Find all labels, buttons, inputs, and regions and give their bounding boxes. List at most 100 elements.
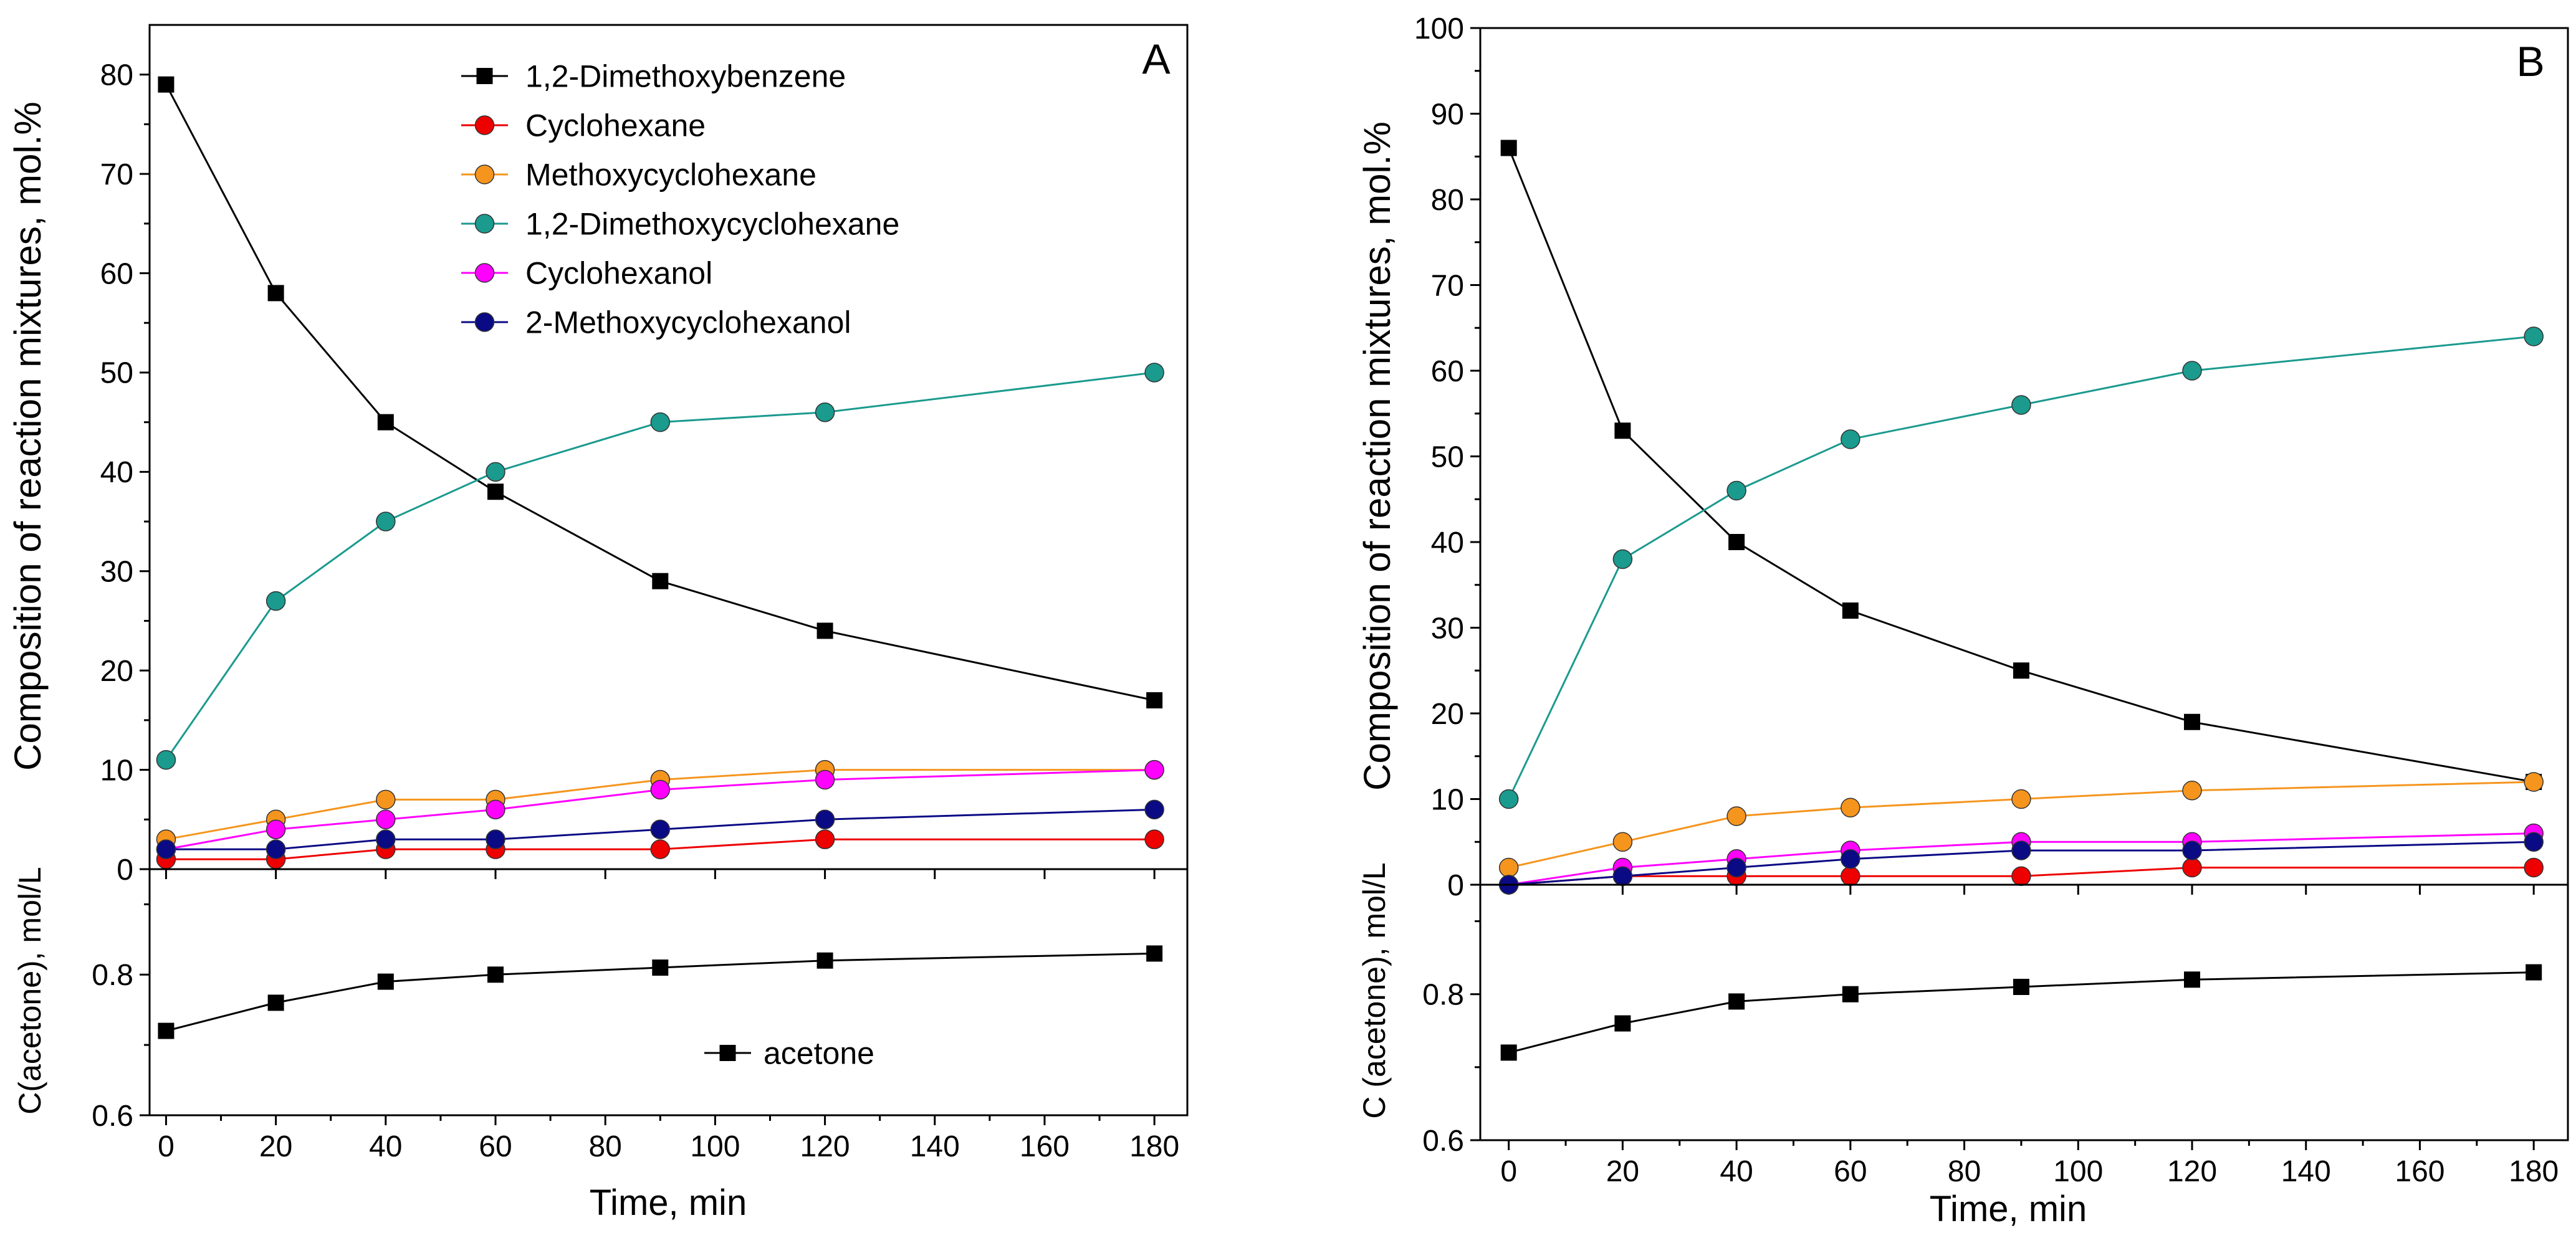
data-point-methoxycyclohexane [376,789,396,810]
legend-label-1-2-dimethoxybenzene: 1,2-Dimethoxybenzene [525,59,846,94]
data-point-1-2-dimethoxybenzene [1146,692,1163,708]
plot-frame-a-bottom [148,868,1189,1117]
data-point-acetone [487,966,504,983]
data-point-1-2-dimethoxycyclohexane [156,750,176,770]
data-point-cyclohexanol [266,819,286,839]
data-point-2-methoxycyclohexanol [1144,799,1164,820]
data-point-2-methoxycyclohexanol [266,839,286,859]
data-point-acetone [2013,979,2029,995]
data-point-1-2-dimethoxycyclohexane [1612,549,1633,569]
data-point-acetone [267,994,284,1011]
data-point-acetone [2526,964,2542,981]
series-cyclohexanol-a [156,759,1164,859]
data-point-2-methoxycyclohexanol [1612,866,1633,886]
data-point-1-2-dimethoxycyclohexane [486,462,505,482]
data-point-cyclohexanol [376,809,396,830]
data-point-cyclohexanol [815,769,835,790]
series-1-2-dimethoxycyclohexane-b [1498,326,2544,809]
panel-title-a: A [1142,36,1171,83]
plot-frame-b-bottom [1479,883,2569,1141]
data-point-1-2-dimethoxycyclohexane [815,402,835,422]
legend-label-acetone: acetone [764,1036,874,1071]
x-tick-label-a-bottom: 40 [369,1130,402,1163]
data-point-1-2-dimethoxybenzene [1842,602,1859,619]
data-point-acetone [816,952,833,969]
data-point-1-2-dimethoxybenzene [1614,422,1631,439]
x-axis-label-a-bottom: Time, min [590,1183,747,1223]
data-point-methoxycyclohexane [1841,798,1860,817]
legend-marker-cyclohexanol [474,263,495,283]
data-point-1-2-dimethoxycyclohexane [1144,363,1164,383]
panel-b-bottom: 0.6 0.8 0 20 40 60 80 100 120 140 160 180 C (acetone… [1357,862,2569,1229]
data-point-1-2-dimethoxybenzene [1500,140,1517,156]
x-tick-label-b-bottom: 180 [2509,1155,2559,1188]
panel-a-bottom: 0.6 0.8 0 20 40 60 80 100 120 140 160 180 C(acetone)… [12,867,1189,1223]
data-point-1-2-dimethoxybenzene [158,76,175,93]
y-tick-label-b: 70 [1431,269,1464,302]
data-point-cyclohexane [650,839,671,859]
data-point-1-2-dimethoxycyclohexane [1726,480,1746,501]
y-tick-label-a: 80 [100,59,133,92]
y-axis-label-a: Composition of reaction mixtures, mol.% [7,102,49,771]
series-acetone-b-bottom [1500,964,2542,1061]
data-point-acetone [652,959,669,976]
x-tick-label-b-bottom: 160 [2395,1155,2444,1188]
data-point-2-methoxycyclohexanol [650,819,671,839]
y-tick-label-b: 50 [1431,440,1464,474]
data-point-1-2-dimethoxybenzene [1728,534,1745,550]
y-tick-label-a-bottom: 0.6 [92,1100,133,1133]
data-point-methoxycyclohexane [1498,857,1519,878]
data-point-acetone [1614,1015,1631,1032]
legend-label-cyclohexane: Cyclohexane [525,108,706,143]
legend-label-1-2-dimethoxycyclohexane: 1,2-Dimethoxycyclohexane [525,207,899,242]
panel-title-b: B [2516,38,2544,85]
data-point-acetone [1842,986,1859,1002]
data-point-1-2-dimethoxybenzene [2184,713,2201,730]
y-tick-label-b: 60 [1431,355,1464,388]
data-point-cyclohexane [2524,857,2544,878]
data-point-cyclohexanol [486,799,505,820]
x-tick-label-a-bottom: 100 [690,1130,740,1163]
panel-b: 0 10 20 30 40 50 60 70 80 90 100 Composition of rea… [1356,12,2569,902]
data-point-2-methoxycyclohexanol [2011,840,2031,860]
x-tick-label-b-bottom: 20 [1606,1155,1639,1188]
data-point-1-2-dimethoxycyclohexane [1498,789,1519,809]
y-tick-label-a: 0 [117,854,133,887]
data-point-1-2-dimethoxycyclohexane [2011,395,2031,415]
data-point-2-methoxycyclohexanol [486,829,505,849]
data-point-cyclohexanol [650,779,671,800]
data-point-1-2-dimethoxybenzene [267,285,284,302]
y-tick-label-a: 50 [100,357,133,390]
y-tick-label-b: 0 [1447,869,1464,902]
data-point-1-2-dimethoxycyclohexane [376,512,396,531]
series-cyclohexane-a [156,829,1164,869]
data-point-acetone [1146,945,1163,962]
y-axis-label-b: Composition of reaction mixtures, mol.% [1356,121,1398,791]
data-point-2-methoxycyclohexanol [1841,849,1860,869]
data-point-2-methoxycyclohexanol [376,829,396,849]
x-tick-label-b-bottom: 80 [1948,1155,1981,1188]
data-point-2-methoxycyclohexanol [156,839,176,859]
data-point-1-2-dimethoxybenzene [487,483,504,500]
x-tick-label-a-bottom: 120 [800,1130,850,1163]
data-point-acetone [2184,971,2201,988]
y-tick-label-a: 60 [100,257,133,290]
x-tick-label-a-bottom: 0 [158,1130,175,1163]
data-point-methoxycyclohexane [1612,832,1633,852]
series-2-methoxycyclohexanol-b [1498,832,2544,895]
data-point-cyclohexane [2011,866,2031,886]
data-point-1-2-dimethoxybenzene [816,622,833,639]
data-point-1-2-dimethoxycyclohexane [650,412,671,432]
y-tick-label-a: 30 [100,556,133,589]
data-point-1-2-dimethoxybenzene [2013,662,2029,679]
legend-marker-cyclohexane [474,115,495,135]
y-tick-label-a: 40 [100,456,133,489]
data-point-2-methoxycyclohexanol [2182,840,2202,860]
data-point-1-2-dimethoxybenzene [377,414,394,431]
data-point-1-2-dimethoxycyclohexane [2524,326,2544,346]
data-point-cyclohexane [2182,857,2202,878]
data-point-2-methoxycyclohexanol [815,809,835,830]
y-tick-label-a-bottom: 0.8 [92,959,133,992]
